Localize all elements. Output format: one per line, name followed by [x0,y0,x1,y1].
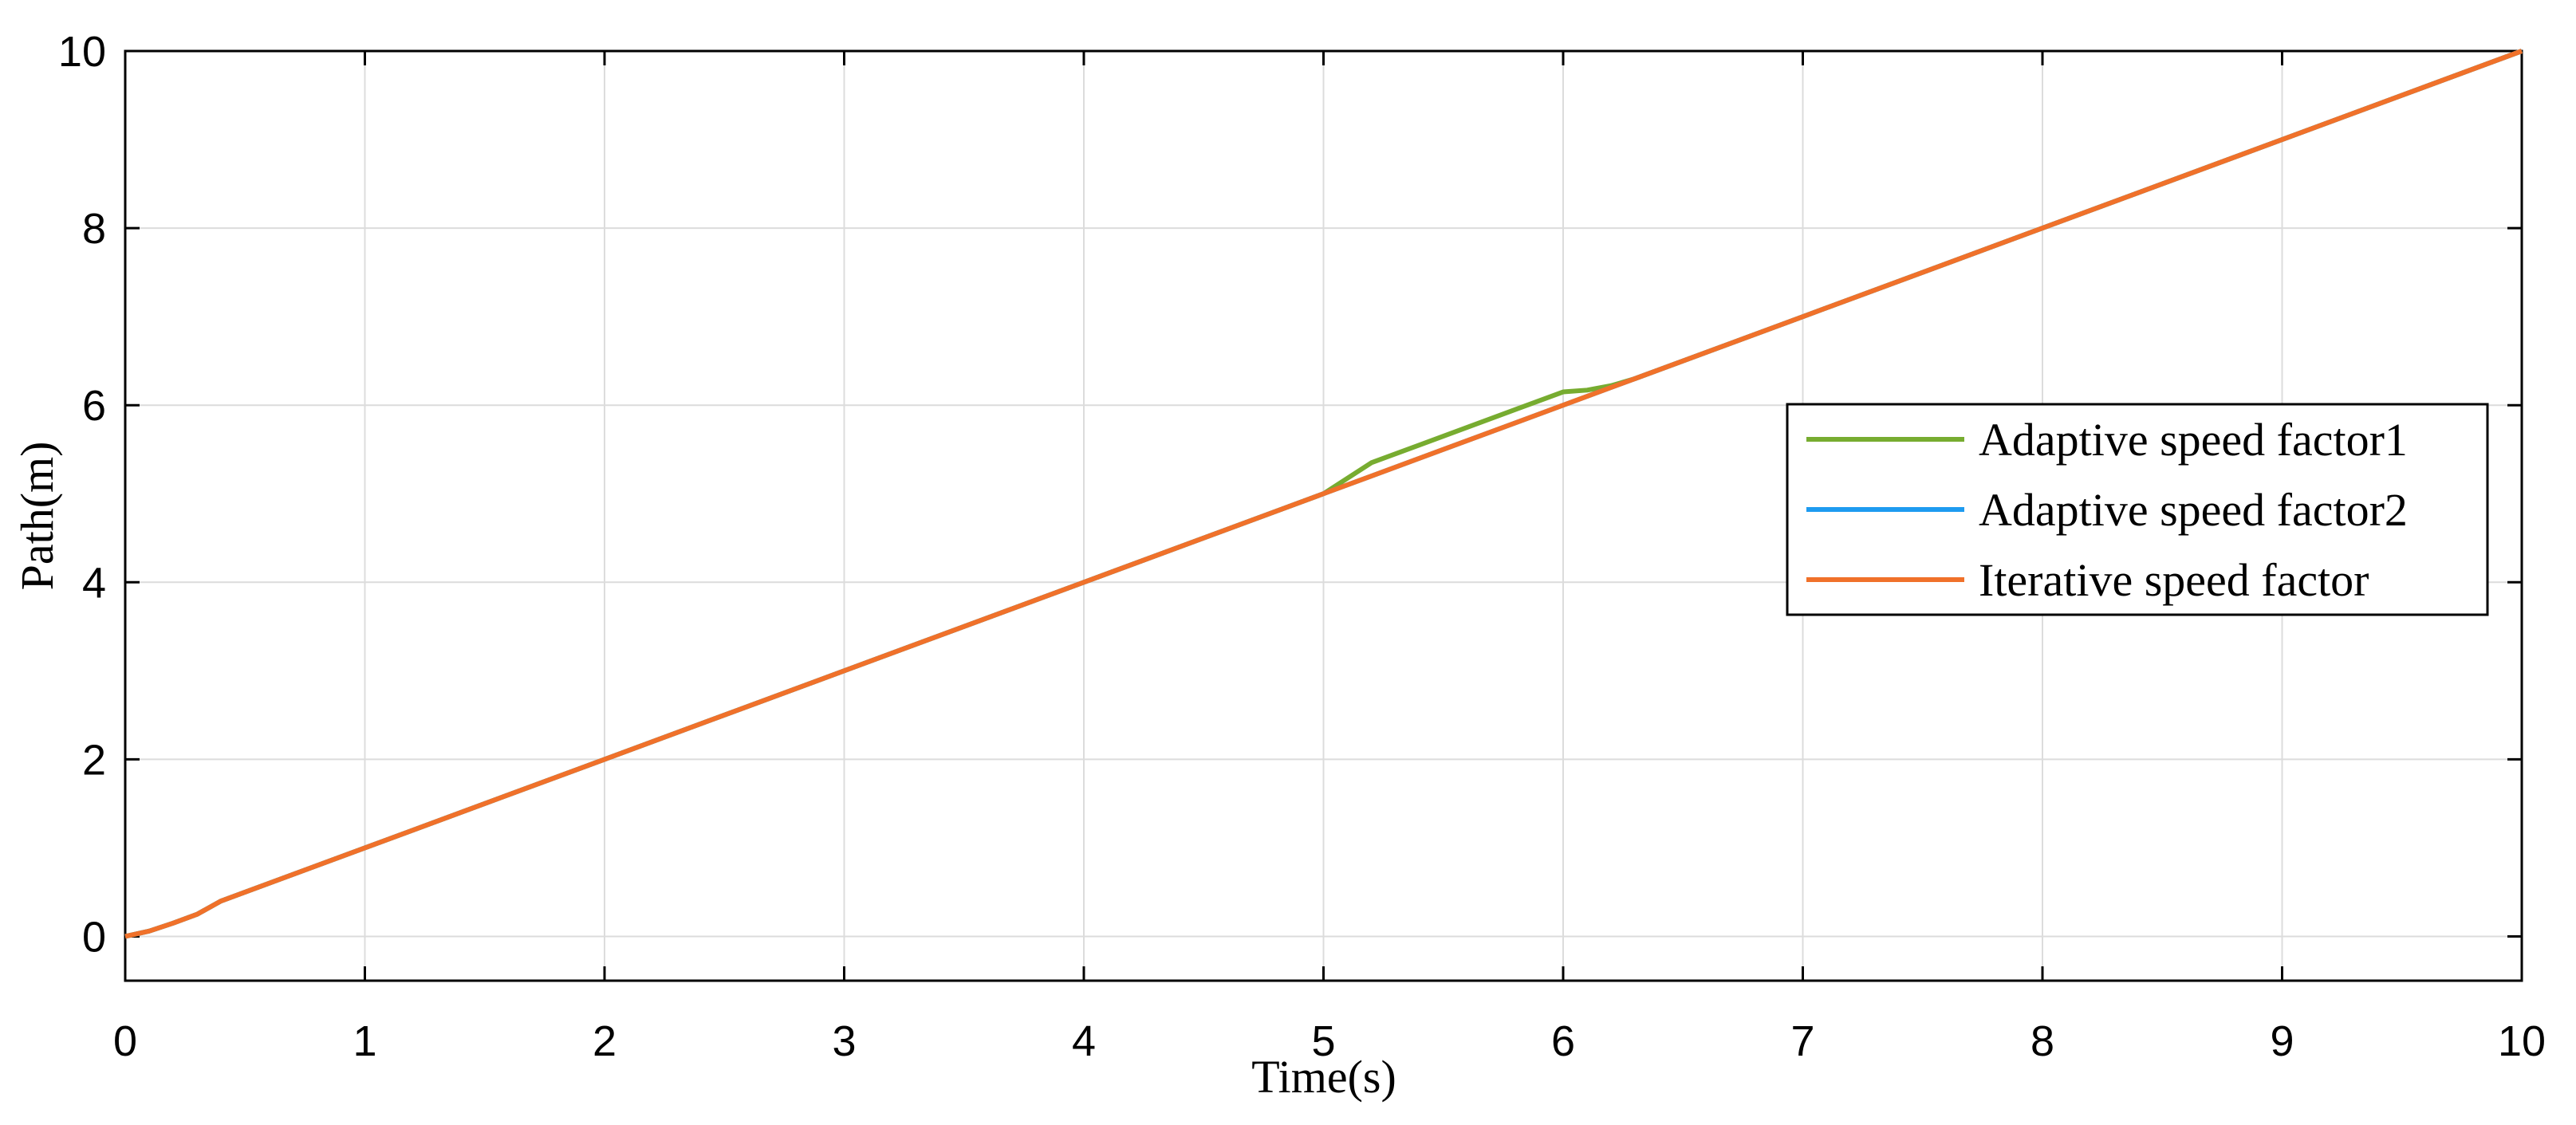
x-tick-label: 3 [832,1017,856,1065]
x-tick-label: 2 [593,1017,616,1065]
x-tick-label: 8 [2030,1017,2054,1065]
x-tick-label: 6 [1551,1017,1575,1065]
x-tick-label: 10 [2498,1017,2546,1065]
x-tick-label: 0 [113,1017,137,1065]
y-axis-label: Path(m) [11,442,63,591]
y-tick-label: 2 [82,736,106,784]
legend-label: Iterative speed factor [1979,554,2369,606]
series-line [124,49,2523,939]
y-tick-label: 6 [82,382,106,430]
y-tick-label: 0 [82,913,106,961]
x-tick-label: 7 [1790,1017,1814,1065]
legend-label: Adaptive speed factor1 [1979,414,2408,466]
x-tick-label: 1 [353,1017,376,1065]
y-tick-label: 10 [58,28,106,76]
legend-label: Adaptive speed factor2 [1979,484,2408,536]
plot-frame [124,49,2523,982]
x-tick-label: 9 [2270,1017,2294,1065]
x-axis-label: Time(s) [1251,1051,1396,1103]
x-tick-label: 4 [1072,1017,1096,1065]
x-tick-label: 5 [1311,1017,1335,1065]
y-tick-label: 8 [82,205,106,253]
y-tick-label: 4 [82,559,106,607]
